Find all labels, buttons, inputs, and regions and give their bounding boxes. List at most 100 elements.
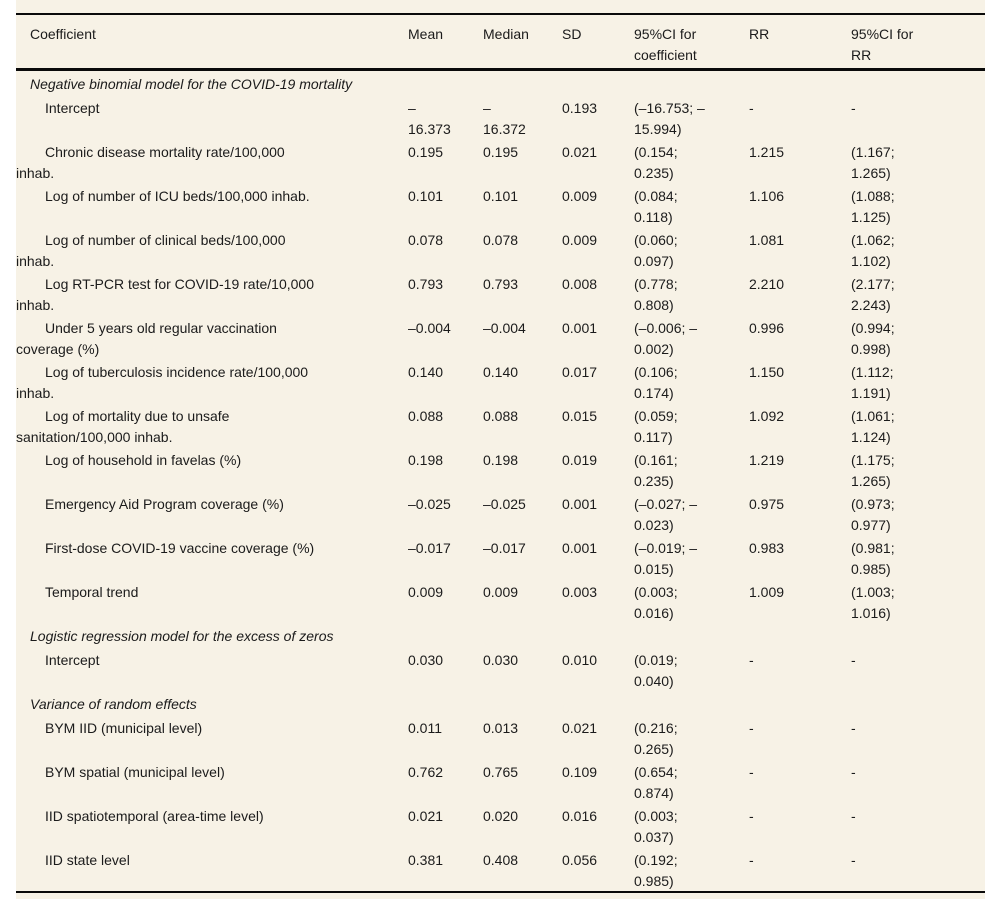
cell-ci-rr: (1.062; 1.102)	[851, 232, 895, 269]
cell-sd: 0.021	[562, 720, 598, 736]
cell-mean: –0.025	[408, 496, 451, 512]
table-row: Log of number of clinical beds/100,000 i…	[16, 227, 985, 271]
cell-median: –0.004	[483, 320, 526, 336]
row-label: Under 5 years old regular vaccination co…	[16, 320, 277, 357]
column-header-ci-coefficient: 95%CI for coefficient	[634, 26, 697, 63]
cell-median: 0.793	[483, 276, 519, 292]
section-header: Logistic regression model for the excess…	[30, 628, 334, 644]
cell-mean: – 16.373	[408, 100, 451, 137]
row-label: Intercept	[45, 100, 100, 116]
table-body: Negative binomial model for the COVID-19…	[16, 71, 985, 891]
row-label: Log of household in favelas (%)	[45, 452, 242, 468]
cell-ci-rr: (1.175; 1.265)	[851, 452, 895, 489]
cell-mean: –0.004	[408, 320, 451, 336]
cell-median: –0.025	[483, 496, 526, 512]
cell-median: 0.101	[483, 188, 519, 204]
cell-rr: 1.081	[749, 232, 785, 248]
cell-sd: 0.056	[562, 852, 598, 868]
table-row: Log of number of ICU beds/100,000 inhab.…	[16, 183, 985, 227]
cell-mean: 0.381	[408, 852, 444, 868]
row-label: Chronic disease mortality rate/100,000 i…	[16, 144, 285, 181]
cell-sd: 0.193	[562, 100, 598, 116]
row-label: Emergency Aid Program coverage (%)	[45, 496, 284, 512]
section-header: Negative binomial model for the COVID-19…	[30, 76, 353, 92]
cell-median: – 16.372	[483, 100, 526, 137]
cell-mean: –0.017	[408, 540, 451, 556]
cell-sd: 0.016	[562, 808, 598, 824]
cell-rr: -	[749, 764, 754, 780]
cell-rr: 1.150	[749, 364, 785, 380]
row-label: IID spatiotemporal (area-time level)	[45, 808, 264, 824]
table-top-margin	[16, 0, 985, 13]
cell-rr: 1.092	[749, 408, 785, 424]
cell-rr: 1.106	[749, 188, 785, 204]
cell-rr: 0.983	[749, 540, 785, 556]
table-row: First-dose COVID-19 vaccine coverage (%)…	[16, 535, 985, 579]
cell-median: 0.030	[483, 652, 519, 668]
cell-sd: 0.003	[562, 584, 598, 600]
cell-mean: 0.011	[408, 720, 442, 736]
cell-ci-coefficient: (0.019; 0.040)	[634, 652, 678, 689]
cell-sd: 0.009	[562, 188, 598, 204]
cell-sd: 0.010	[562, 652, 598, 668]
cell-ci-rr: -	[851, 764, 856, 780]
cell-median: 0.078	[483, 232, 519, 248]
cell-rr: 2.210	[749, 276, 785, 292]
column-header-mean: Mean	[408, 26, 444, 42]
cell-rr: -	[749, 808, 754, 824]
row-label: IID state level	[45, 852, 130, 868]
cell-rr: 1.219	[749, 452, 785, 468]
cell-mean: 0.021	[408, 808, 444, 824]
cell-sd: 0.015	[562, 408, 598, 424]
cell-ci-coefficient: (0.778; 0.808)	[634, 276, 678, 313]
cell-rr: -	[749, 100, 754, 116]
row-label: BYM spatial (municipal level)	[45, 764, 225, 780]
table-row: Log RT-PCR test for COVID-19 rate/10,000…	[16, 271, 985, 315]
cell-ci-coefficient: (0.106; 0.174)	[634, 364, 678, 401]
column-header-sd: SD	[562, 26, 582, 42]
cell-ci-rr: -	[851, 720, 856, 736]
row-label: Temporal trend	[45, 584, 139, 600]
cell-mean: 0.195	[408, 144, 444, 160]
cell-rr: -	[749, 852, 754, 868]
table-row: IID state level 0.381 0.408 0.056 (0.192; 0.…	[16, 847, 985, 891]
cell-ci-coefficient: (–0.006; – 0.002)	[634, 320, 698, 357]
table-row: BYM spatial (municipal level) 0.762 0.765 0…	[16, 759, 985, 803]
cell-ci-coefficient: (0.654; 0.874)	[634, 764, 678, 801]
row-label: BYM IID (municipal level)	[45, 720, 203, 736]
statistics-table: Coefficient Mean Median SD 95%CI for coe…	[16, 0, 985, 899]
cell-median: 0.009	[483, 584, 519, 600]
cell-ci-rr: (1.061; 1.124)	[851, 408, 895, 445]
table-header-rule	[16, 68, 985, 71]
cell-ci-coefficient: (0.060; 0.097)	[634, 232, 678, 269]
cell-sd: 0.019	[562, 452, 598, 468]
cell-ci-rr: -	[851, 808, 856, 824]
cell-ci-coefficient: (0.154; 0.235)	[634, 144, 678, 181]
cell-rr: -	[749, 652, 754, 668]
table-row: Log of tuberculosis incidence rate/100,0…	[16, 359, 985, 403]
table-row: BYM IID (municipal level) 0.011 0.013 0.021…	[16, 715, 985, 759]
cell-sd: 0.001	[562, 320, 598, 336]
table-row: IID spatiotemporal (area-time level) 0.02…	[16, 803, 985, 847]
cell-sd: 0.008	[562, 276, 598, 292]
cell-ci-coefficient: (–16.753; – 15.994)	[634, 100, 705, 137]
column-header-rr: RR	[749, 26, 770, 42]
cell-rr: 0.996	[749, 320, 785, 336]
cell-ci-rr: (0.994; 0.998)	[851, 320, 895, 357]
row-label: Log of tuberculosis incidence rate/100,0…	[16, 364, 309, 401]
row-label: Log of number of clinical beds/100,000 i…	[16, 232, 286, 269]
cell-ci-rr: -	[851, 652, 856, 668]
cell-ci-rr: (0.973; 0.977)	[851, 496, 895, 533]
cell-ci-coefficient: (–0.019; – 0.015)	[634, 540, 698, 577]
cell-median: 0.765	[483, 764, 519, 780]
cell-median: 0.198	[483, 452, 519, 468]
table-top-rule	[16, 13, 985, 15]
cell-sd: 0.001	[562, 496, 598, 512]
cell-median: 0.013	[483, 720, 519, 736]
cell-rr: 1.009	[749, 584, 785, 600]
cell-rr: -	[749, 720, 754, 736]
table-row: Log of household in favelas (%) 0.198 0.19…	[16, 447, 985, 491]
cell-rr: 1.215	[749, 144, 785, 160]
cell-ci-rr: -	[851, 100, 856, 116]
